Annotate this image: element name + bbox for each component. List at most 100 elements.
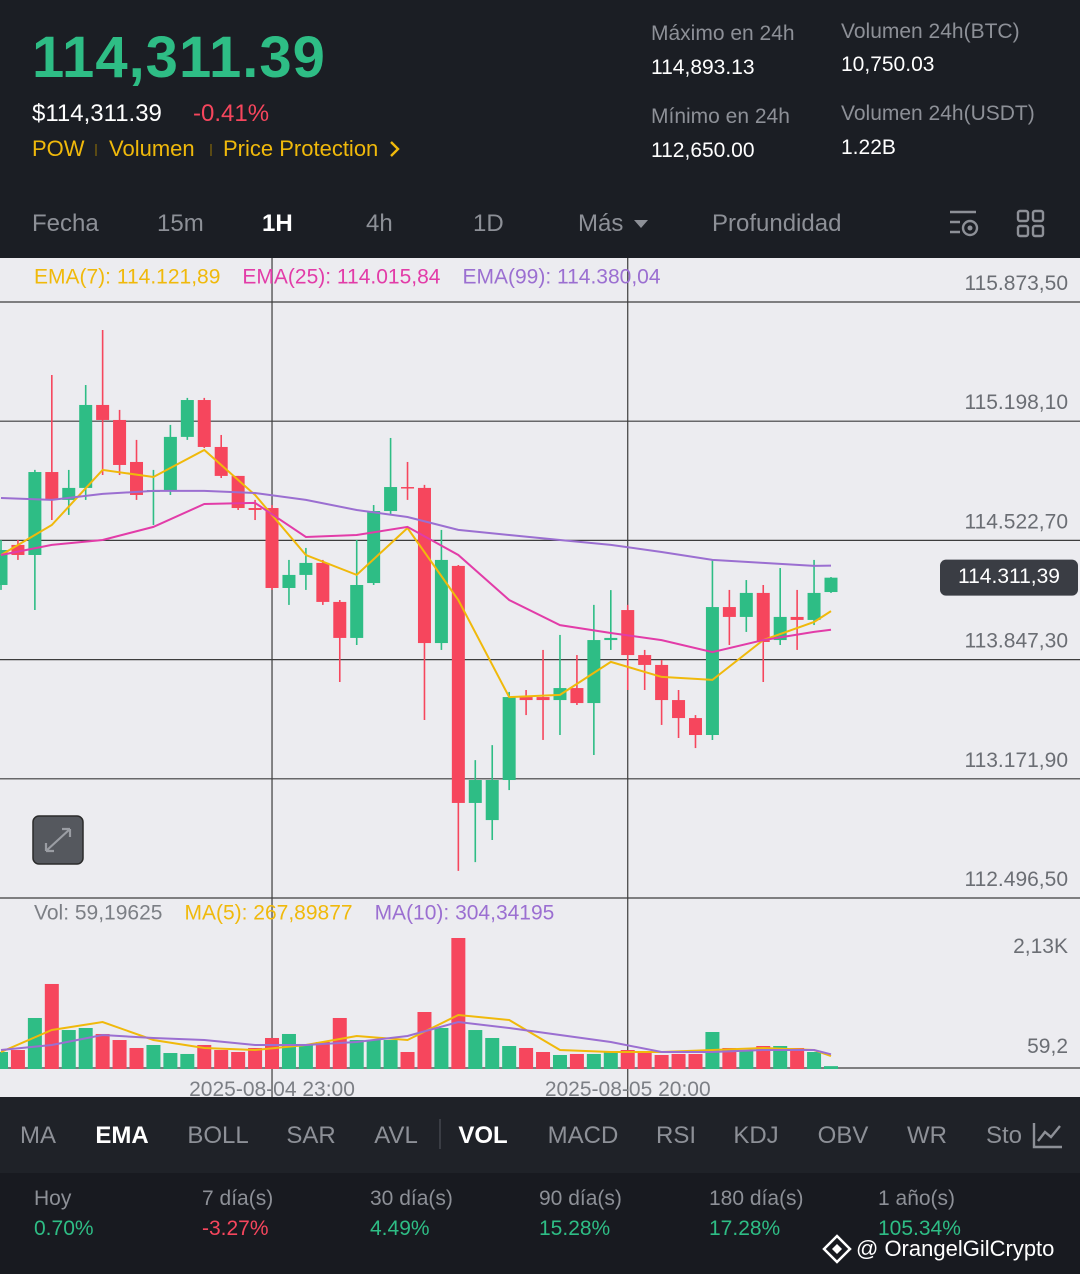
volume-bar <box>44 983 59 1069</box>
candle-body <box>655 664 669 701</box>
candle-body <box>367 511 381 584</box>
volume-bar <box>61 1030 76 1069</box>
volume-bar <box>824 1066 838 1069</box>
stat-value: 114,893.13 <box>651 56 755 79</box>
candle-body <box>248 508 262 510</box>
volume-bar <box>112 1040 127 1069</box>
interval-tab[interactable]: 1D <box>473 210 504 237</box>
candle-body <box>333 601 347 638</box>
volume-bar <box>552 1054 567 1069</box>
interval-tab[interactable]: 15m <box>157 210 204 237</box>
volume-bar <box>78 1027 93 1069</box>
period-change: 17.28% <box>709 1217 781 1240</box>
candle-body <box>0 550 8 585</box>
volume-bar <box>315 1041 330 1069</box>
interval-tab[interactable]: Profundidad <box>712 210 842 237</box>
indicator-tab[interactable]: Sto <box>985 1122 1023 1149</box>
volume-bar <box>281 1033 296 1069</box>
interval-tab[interactable]: 4h <box>366 210 393 237</box>
candle-body <box>28 472 42 555</box>
volume-bar <box>163 1053 178 1069</box>
candle-body <box>299 562 313 575</box>
interval-tab[interactable]: Más <box>578 210 624 237</box>
settings-icon[interactable] <box>948 208 984 240</box>
volume-bar <box>688 1053 703 1069</box>
indicator-tab[interactable]: AVL <box>374 1122 418 1149</box>
candle-body <box>417 487 431 644</box>
indicator-tab[interactable]: KDJ <box>733 1122 779 1149</box>
logo-icon <box>822 1234 852 1264</box>
candle-body <box>401 487 415 489</box>
volume-bar <box>214 1050 229 1069</box>
last-price: 114,311.39 <box>32 25 326 90</box>
volume-bar <box>27 1017 42 1069</box>
tag[interactable]: POW <box>32 136 85 161</box>
y-tick-label: 113.171,90 <box>964 749 1068 772</box>
tag[interactable]: Volumen <box>109 136 195 161</box>
volume-bar <box>400 1051 415 1069</box>
separator <box>95 144 97 156</box>
stat-label: Volumen 24h(USDT) <box>841 102 1035 125</box>
indicator-tab[interactable]: SAR <box>286 1122 336 1149</box>
separator <box>439 1119 441 1149</box>
candle-body <box>688 718 702 736</box>
candle-body <box>451 565 465 803</box>
indicator-tab[interactable]: MA <box>20 1122 56 1149</box>
chart-icon[interactable] <box>1030 1119 1066 1151</box>
y-tick-label: 115.198,10 <box>964 391 1068 414</box>
indicator-tab[interactable]: OBV <box>817 1122 869 1149</box>
interval-tab[interactable]: 1H <box>262 210 293 237</box>
period-label: 30 día(s) <box>370 1187 453 1210</box>
price-tag-label: 114.311,39 <box>958 565 1060 588</box>
candle-body <box>163 436 177 491</box>
legend-entry: EMA(25): 114.015,84 <box>242 266 440 289</box>
expand-button[interactable] <box>32 815 84 865</box>
tag[interactable]: Price Protection <box>223 136 379 161</box>
indicator-tab[interactable]: WR <box>907 1122 947 1149</box>
candle-body <box>570 688 584 704</box>
y-tick-label: 115.873,50 <box>964 272 1068 295</box>
candle-body <box>502 697 516 781</box>
chart-background <box>0 258 1080 1097</box>
chevron-icon <box>390 141 400 157</box>
volume-bar <box>265 1037 280 1069</box>
indicator-tab[interactable]: MACD <box>547 1122 619 1149</box>
candle-body <box>824 577 838 593</box>
indicator-tab[interactable]: BOLL <box>187 1122 249 1149</box>
indicator-tab[interactable]: EMA <box>95 1122 149 1149</box>
usd-price: $114,311.39 <box>32 100 162 127</box>
candle-body <box>180 400 194 437</box>
volume-bar <box>231 1051 246 1069</box>
stat-label: Mínimo en 24h <box>651 105 790 128</box>
volume-bar <box>485 1037 500 1069</box>
header: 114,311.39 $114,311.39 -0.41% POW Volume… <box>0 0 1080 258</box>
interval-tab[interactable]: Fecha <box>32 210 99 237</box>
stat-value: 1.22B <box>841 136 896 159</box>
candle-body <box>316 562 330 602</box>
candle-body <box>604 637 618 641</box>
indicator-tab[interactable]: VOL <box>458 1122 508 1149</box>
grid <box>0 258 1080 1097</box>
legend-entry: EMA(7): 114.121,89 <box>34 266 220 289</box>
indicator-line <box>0 1020 832 1056</box>
volume-bar <box>519 1047 534 1069</box>
candle-body <box>96 404 110 420</box>
separator <box>210 144 212 156</box>
candle-body <box>11 544 25 555</box>
price-change: -0.41% <box>193 100 270 127</box>
legend-entry: EMA(99): 114.380,04 <box>462 266 660 289</box>
candle-body <box>638 655 652 665</box>
dropdown-icon[interactable] <box>633 218 649 230</box>
candle-body <box>350 584 364 638</box>
candle-body <box>739 592 753 617</box>
candle-body <box>722 607 736 617</box>
legend-entry: MA(5): 267,89877 <box>184 902 352 925</box>
layout-icon[interactable] <box>1016 209 1046 239</box>
x-tick-label: 2025-08-04 23:00 <box>189 1078 355 1097</box>
candle-body <box>130 461 144 495</box>
indicator-line <box>0 501 832 654</box>
candle-body <box>265 508 279 588</box>
volume-bar <box>10 1050 25 1069</box>
indicator-tab[interactable]: RSI <box>655 1122 697 1149</box>
